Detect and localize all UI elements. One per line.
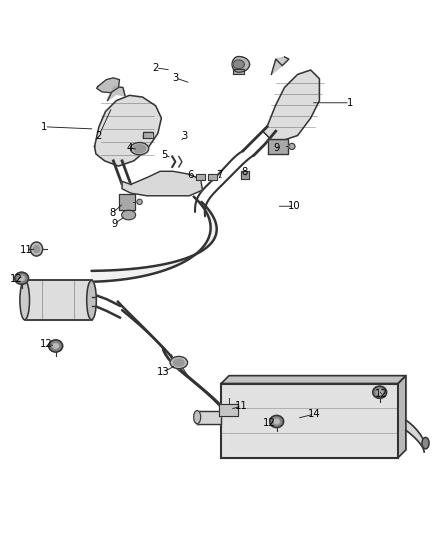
Ellipse shape (122, 210, 136, 220)
Text: 5: 5 (161, 150, 168, 160)
Ellipse shape (194, 410, 201, 424)
Polygon shape (97, 78, 120, 93)
Ellipse shape (131, 142, 149, 155)
Polygon shape (208, 174, 217, 181)
Polygon shape (221, 384, 398, 458)
Text: 9: 9 (273, 143, 280, 153)
Text: 11: 11 (235, 401, 248, 411)
Text: 1: 1 (347, 98, 353, 108)
Polygon shape (108, 87, 125, 101)
Text: 3: 3 (172, 73, 178, 83)
Ellipse shape (373, 386, 387, 398)
Text: 2: 2 (96, 131, 102, 141)
Polygon shape (241, 171, 249, 179)
Text: 2: 2 (152, 63, 159, 73)
Text: 14: 14 (308, 409, 321, 419)
Ellipse shape (49, 340, 63, 352)
Polygon shape (272, 57, 289, 75)
Text: 8: 8 (109, 208, 115, 218)
Polygon shape (233, 69, 244, 74)
Ellipse shape (170, 357, 187, 369)
Text: 10: 10 (288, 201, 300, 211)
Polygon shape (143, 132, 152, 138)
Text: 9: 9 (111, 219, 117, 229)
Ellipse shape (134, 144, 146, 152)
Text: 1: 1 (41, 122, 48, 132)
Polygon shape (263, 70, 319, 140)
Polygon shape (122, 171, 202, 196)
Text: 12: 12 (375, 389, 388, 399)
Polygon shape (268, 139, 288, 154)
Text: 6: 6 (187, 170, 194, 180)
Polygon shape (92, 197, 217, 282)
Ellipse shape (270, 415, 284, 427)
Polygon shape (219, 405, 238, 416)
Text: 13: 13 (157, 367, 170, 377)
Polygon shape (163, 350, 229, 414)
Ellipse shape (87, 280, 96, 320)
Ellipse shape (274, 419, 279, 424)
Polygon shape (398, 376, 406, 458)
Polygon shape (95, 95, 161, 166)
Ellipse shape (272, 417, 282, 426)
Polygon shape (221, 376, 406, 384)
Polygon shape (120, 194, 135, 210)
Ellipse shape (19, 276, 24, 280)
Polygon shape (232, 56, 250, 72)
Polygon shape (406, 420, 424, 452)
Text: 8: 8 (241, 167, 247, 177)
Text: 11: 11 (20, 245, 32, 255)
Text: 12: 12 (10, 274, 22, 284)
Text: 7: 7 (216, 170, 222, 180)
Polygon shape (197, 410, 221, 424)
Circle shape (289, 143, 295, 149)
Polygon shape (196, 174, 205, 181)
Ellipse shape (53, 344, 58, 348)
Ellipse shape (51, 342, 60, 350)
Ellipse shape (173, 359, 184, 366)
Text: 12: 12 (263, 418, 276, 428)
Polygon shape (229, 376, 406, 450)
Ellipse shape (33, 246, 39, 253)
Ellipse shape (14, 272, 28, 285)
Ellipse shape (377, 390, 382, 394)
Circle shape (137, 199, 142, 205)
Polygon shape (25, 280, 92, 320)
Ellipse shape (17, 274, 26, 282)
Text: 3: 3 (181, 132, 187, 141)
Ellipse shape (20, 280, 29, 320)
Polygon shape (233, 60, 244, 69)
Ellipse shape (30, 242, 42, 256)
Text: 4: 4 (127, 143, 133, 153)
Ellipse shape (422, 438, 429, 449)
Text: 12: 12 (40, 339, 53, 349)
Ellipse shape (375, 388, 385, 397)
